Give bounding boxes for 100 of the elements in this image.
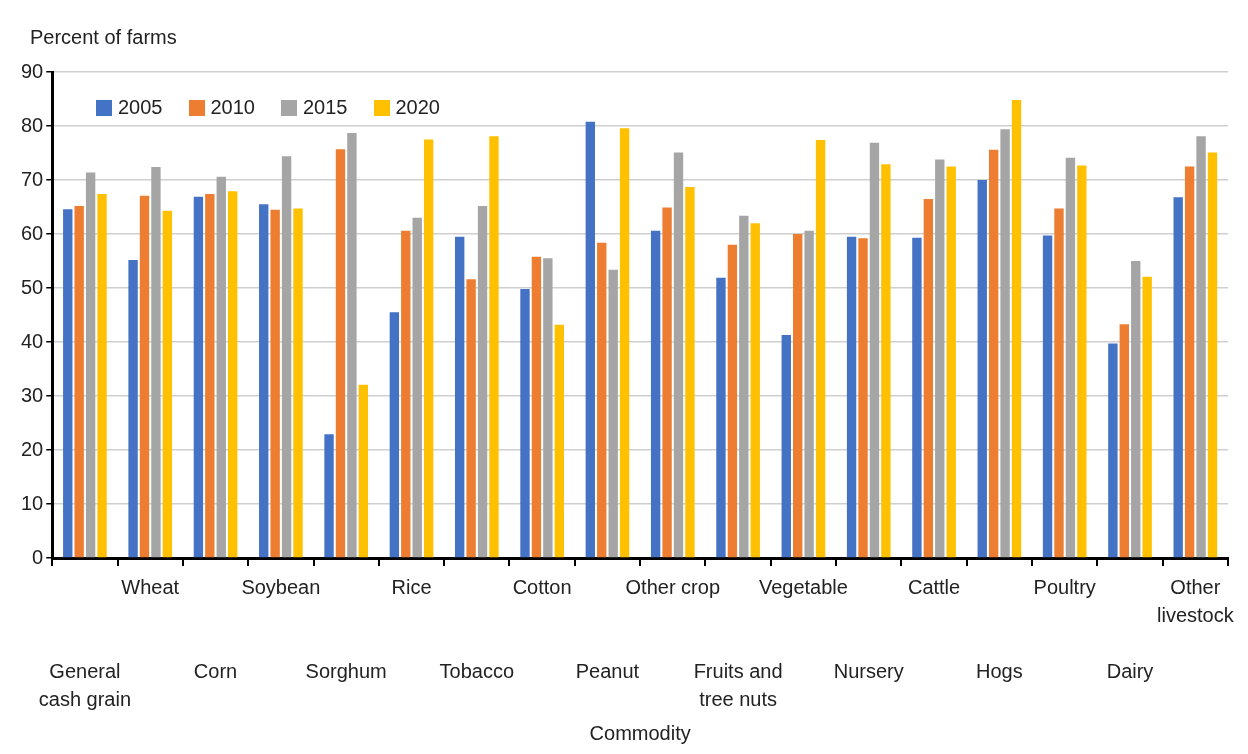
bar bbox=[520, 289, 530, 558]
bar bbox=[423, 139, 434, 558]
bar bbox=[401, 230, 411, 558]
y-tick-label: 70 bbox=[21, 167, 44, 190]
bar bbox=[1207, 152, 1218, 558]
bar bbox=[846, 236, 857, 558]
bar bbox=[881, 164, 891, 558]
x-tick-label: Sorghum bbox=[305, 659, 387, 682]
bar bbox=[1131, 261, 1141, 558]
bar bbox=[389, 312, 400, 558]
bar bbox=[1000, 129, 1010, 558]
bar bbox=[85, 172, 96, 558]
y-tick-label: 80 bbox=[21, 113, 44, 136]
bar bbox=[489, 136, 499, 558]
bar bbox=[750, 223, 760, 558]
bar bbox=[869, 142, 880, 558]
bar bbox=[358, 384, 369, 558]
y-tick-label: 10 bbox=[21, 491, 44, 514]
bar bbox=[923, 198, 934, 558]
bar bbox=[727, 244, 738, 558]
x-tick-label: Nursery bbox=[833, 659, 904, 682]
bar bbox=[466, 279, 476, 558]
bar bbox=[281, 156, 292, 558]
bar bbox=[543, 258, 553, 558]
bar bbox=[151, 167, 161, 558]
y-tick-label: 30 bbox=[21, 383, 44, 406]
y-tick-label: 60 bbox=[21, 221, 44, 244]
bar bbox=[739, 215, 749, 558]
bar bbox=[650, 230, 661, 558]
bar bbox=[216, 176, 226, 558]
bar bbox=[815, 140, 826, 558]
bar bbox=[935, 159, 945, 558]
x-tick-label: Cotton bbox=[512, 575, 572, 598]
bar bbox=[1108, 343, 1118, 558]
x-tick-label: Tobacco bbox=[439, 659, 515, 682]
legend-label: 2020 bbox=[395, 96, 440, 119]
bar bbox=[1042, 235, 1053, 558]
bar bbox=[412, 217, 422, 558]
bar bbox=[335, 149, 346, 558]
bar bbox=[270, 209, 280, 558]
y-tick-label: 0 bbox=[32, 545, 44, 568]
bar bbox=[608, 269, 618, 558]
x-tick-label: Dairy bbox=[1106, 659, 1154, 682]
x-tick-label: Other crop bbox=[625, 575, 721, 598]
bar bbox=[781, 334, 791, 558]
bar bbox=[1054, 208, 1064, 558]
x-tick-label: Wheat bbox=[121, 575, 180, 598]
x-axis-title: Commodity bbox=[589, 721, 691, 744]
x-tick-label: Fruits and tree nuts bbox=[693, 659, 783, 710]
bar bbox=[1011, 100, 1022, 558]
bar bbox=[324, 434, 334, 558]
bar bbox=[597, 242, 607, 558]
bar bbox=[63, 209, 73, 558]
bar bbox=[74, 205, 84, 558]
bar bbox=[946, 166, 956, 558]
bar bbox=[988, 149, 999, 558]
bar bbox=[454, 236, 465, 558]
bar bbox=[662, 207, 672, 558]
bar bbox=[228, 191, 238, 558]
bar bbox=[673, 152, 684, 558]
y-tick-label: 40 bbox=[21, 329, 44, 352]
bar bbox=[293, 208, 303, 558]
bar bbox=[477, 205, 488, 558]
x-tick-label: Soybean bbox=[241, 575, 321, 598]
legend-label: 2015 bbox=[303, 96, 348, 119]
x-tick-label: Hogs bbox=[976, 659, 1023, 682]
bar bbox=[619, 128, 630, 558]
bar bbox=[97, 194, 107, 558]
bar bbox=[1065, 157, 1076, 558]
y-tick-label: 90 bbox=[21, 59, 44, 82]
bar bbox=[139, 195, 150, 558]
bar bbox=[1184, 166, 1195, 558]
x-tick-label: General cash grain bbox=[38, 659, 132, 710]
legend-label: 2010 bbox=[210, 96, 255, 119]
bar bbox=[1196, 136, 1206, 558]
legend-label: 2005 bbox=[118, 96, 163, 119]
bar bbox=[1142, 276, 1152, 558]
bar bbox=[205, 194, 215, 558]
bar bbox=[347, 133, 357, 558]
bar bbox=[259, 204, 269, 558]
bar bbox=[162, 210, 173, 558]
bar bbox=[977, 180, 987, 558]
bar bbox=[554, 324, 564, 558]
y-tick-label: 20 bbox=[21, 437, 44, 460]
x-tick-label: Vegetable bbox=[758, 575, 848, 598]
x-tick-label: Cattle bbox=[907, 575, 961, 598]
bar bbox=[685, 187, 695, 558]
bar bbox=[793, 234, 803, 558]
x-tick-label: Peanut bbox=[575, 659, 640, 682]
bar bbox=[912, 237, 922, 558]
bar bbox=[716, 277, 726, 558]
y-tick-label: 50 bbox=[21, 275, 44, 298]
bar bbox=[858, 238, 868, 558]
bar bbox=[1119, 324, 1129, 558]
x-tick-label: Corn bbox=[193, 659, 238, 682]
bar bbox=[585, 121, 595, 558]
x-tick-label: Other livestock bbox=[1156, 575, 1235, 626]
bar bbox=[1077, 165, 1087, 558]
bar bbox=[1173, 197, 1183, 558]
x-tick-label: Poultry bbox=[1033, 575, 1096, 598]
